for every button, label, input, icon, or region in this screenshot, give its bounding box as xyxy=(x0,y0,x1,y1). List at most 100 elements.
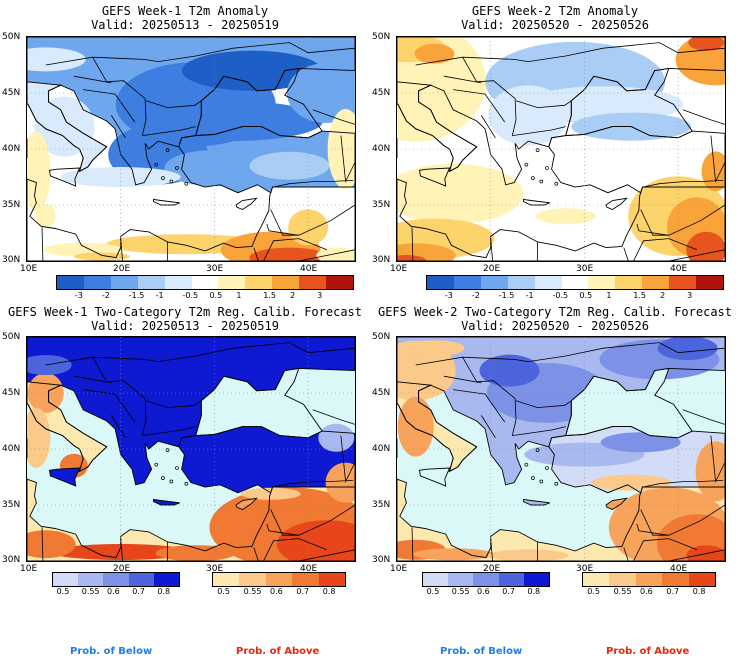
above-colorbar-labels: 0.5 0.55 0.6 0.7 0.8 xyxy=(582,587,714,597)
colorbar-label: 1.5 xyxy=(263,291,276,300)
colorbar-swatch xyxy=(635,573,663,586)
lat-label: 40N xyxy=(2,444,21,454)
lat-label: 35N xyxy=(2,500,21,510)
colorbar-swatch xyxy=(669,276,697,289)
lat-label: 30N xyxy=(372,555,391,565)
prob-above-legend: Prob. of Above xyxy=(606,646,690,657)
lon-label: 40E xyxy=(300,564,318,574)
anomaly-colorbar xyxy=(56,275,354,290)
colorbar-label: 1 xyxy=(236,291,242,300)
lon-label: 40E xyxy=(670,264,688,274)
prob-above-legend: Prob. of Above xyxy=(236,646,320,657)
colorbar-swatch xyxy=(480,276,508,289)
colorbar-swatch xyxy=(272,276,300,289)
below-colorbar xyxy=(52,572,180,587)
colorbar-label: 0.5 xyxy=(587,587,600,596)
lat-label: 50N xyxy=(372,332,391,342)
map-svg xyxy=(397,337,725,561)
lat-label: 45N xyxy=(2,388,21,398)
lon-label: 40E xyxy=(670,564,688,574)
lat-label: 35N xyxy=(2,200,21,210)
colorbar-swatch xyxy=(110,276,138,289)
panel-valid-dates: Valid: 20250513 - 20250519 xyxy=(91,319,279,333)
colorbar-swatch xyxy=(473,573,499,586)
colorbar-label: 0.6 xyxy=(270,587,283,596)
colorbar-swatch xyxy=(265,573,293,586)
map-plot xyxy=(26,336,356,562)
lat-label: 50N xyxy=(2,32,21,42)
colorbar-label: 0.55 xyxy=(243,587,262,596)
lon-label: 20E xyxy=(483,264,501,274)
colorbar-swatch xyxy=(153,573,180,586)
colorbar-swatch xyxy=(507,276,535,289)
colorbar-swatch xyxy=(662,573,689,586)
colorbar-swatch xyxy=(78,573,104,586)
colorbar-swatch xyxy=(137,276,165,289)
lon-label: 10E xyxy=(20,564,38,574)
map-plot xyxy=(26,36,356,262)
colorbar-label: -2 xyxy=(471,291,480,300)
colorbar-swatch xyxy=(83,276,111,289)
lon-label: 30E xyxy=(206,264,224,274)
colorbar-swatch xyxy=(218,276,246,289)
colorbar-label: 0.7 xyxy=(502,587,515,596)
colorbar-label: -3 xyxy=(74,291,83,300)
colorbar-label: 2 xyxy=(290,291,296,300)
panel-valid-dates: Valid: 20250513 - 20250519 xyxy=(91,18,279,32)
lat-label: 35N xyxy=(372,200,391,210)
lat-label: 45N xyxy=(2,88,21,98)
colorbar-swatch xyxy=(588,276,616,289)
colorbar-label: 0.7 xyxy=(296,587,310,596)
colorbar-swatch xyxy=(696,276,723,289)
colorbar-label: 3 xyxy=(317,291,323,300)
colorbar-label: 0.8 xyxy=(527,587,541,596)
lon-label: 10E xyxy=(390,564,408,574)
below-colorbar-labels: 0.5 0.55 0.6 0.7 0.8 xyxy=(422,587,548,597)
lat-label: 40N xyxy=(2,144,21,154)
colorbar-swatch xyxy=(427,276,454,289)
colorbar-label: 0.5 xyxy=(579,291,593,300)
colorbar-label: -1 xyxy=(155,291,164,300)
lon-label: 20E xyxy=(113,264,131,274)
colorbar-label: -0.5 xyxy=(552,291,569,300)
above-colorbar-labels: 0.5 0.55 0.6 0.7 0.8 xyxy=(212,587,344,597)
panel-title: GEFS Week-1 T2m Anomaly xyxy=(101,4,269,18)
panel-title: GEFS Week-2 Two-Category T2m Reg. Calib.… xyxy=(377,305,732,319)
panel-week1-anomaly: GEFS Week-1 T2m Anomaly Valid: 20250513 … xyxy=(0,0,370,300)
lat-label: 35N xyxy=(372,500,391,510)
lat-label: 40N xyxy=(372,444,391,454)
lat-label: 50N xyxy=(2,332,21,342)
lat-label: 50N xyxy=(372,32,391,42)
colorbar-label: 0.8 xyxy=(322,587,336,596)
lon-label: 10E xyxy=(20,264,38,274)
colorbar-swatch xyxy=(583,573,610,586)
colorbar-label: 0.7 xyxy=(666,587,680,596)
below-colorbar xyxy=(422,572,550,587)
colorbar-swatch xyxy=(688,573,716,586)
map-plot xyxy=(396,36,726,262)
colorbar-swatch xyxy=(523,573,550,586)
lat-label: 45N xyxy=(372,388,391,398)
colorbar-label: -3 xyxy=(444,291,453,300)
panel-week2-probability: GEFS Week-2 Two-Category T2m Reg. Calib.… xyxy=(370,300,740,662)
prob-below-legend: Prob. of Below xyxy=(70,646,153,657)
map-svg xyxy=(27,37,355,261)
colorbar-label: 0.5 xyxy=(426,587,440,596)
colorbar-swatch xyxy=(292,573,319,586)
lat-label: 40N xyxy=(372,144,391,154)
colorbar-swatch xyxy=(326,276,353,289)
colorbar-swatch xyxy=(534,276,562,289)
colorbar-label: 2 xyxy=(660,291,666,300)
panel-valid-dates: Valid: 20250520 - 20250526 xyxy=(461,18,649,32)
colorbar-swatch xyxy=(318,573,346,586)
lat-label: 45N xyxy=(372,88,391,98)
colorbar-swatch xyxy=(213,573,240,586)
lon-label: 30E xyxy=(206,564,224,574)
colorbar-swatch xyxy=(57,276,84,289)
map-svg xyxy=(27,337,355,561)
colorbar-label: -0.5 xyxy=(182,291,199,300)
colorbar-label: 3 xyxy=(687,291,693,300)
colorbar-label: 0.55 xyxy=(81,587,100,596)
colorbar-label: 0.5 xyxy=(209,291,223,300)
colorbar-swatch xyxy=(448,573,474,586)
